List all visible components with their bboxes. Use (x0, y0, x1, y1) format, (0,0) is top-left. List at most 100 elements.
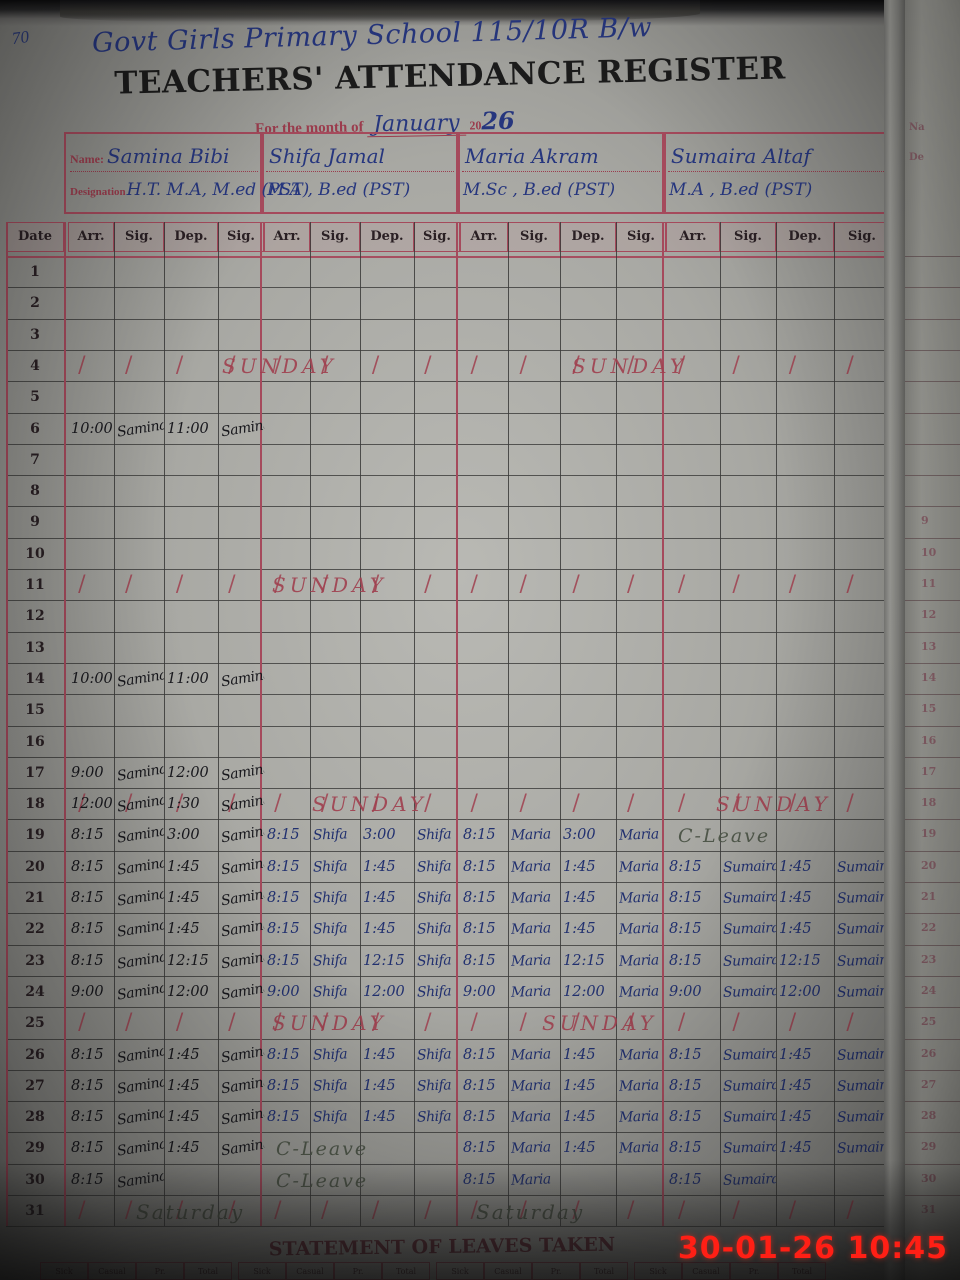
teacher-header-4: Sumaira Altaf M.A , B.ed (PST) (662, 132, 890, 214)
arrival-time-cell: 8:15 (71, 1141, 104, 1156)
teacher-name-field-2[interactable]: Shifa Jamal (266, 144, 454, 172)
holiday-slash: / (228, 1010, 236, 1036)
departure-time-cell: 1:45 (563, 922, 596, 937)
holiday-slash: / (125, 352, 133, 378)
signature-cell: Shifa (312, 827, 348, 843)
next-page-rule (905, 819, 960, 821)
signature-cell: Shifa (416, 827, 452, 843)
arrival-time-cell: 8:15 (463, 1110, 496, 1125)
departure-time-cell: 1:45 (779, 1141, 812, 1156)
holiday-slash: / (175, 572, 184, 597)
camera-timestamp: 30-01-26 10:45 (677, 1231, 948, 1266)
departure-time-cell: 1:45 (167, 1110, 200, 1125)
arrival-time-cell: 9:00 (267, 984, 300, 1000)
row-rule-0 (6, 256, 884, 258)
teacher-designation-field-3[interactable]: M.Sc , B.ed (PST) (462, 180, 662, 200)
arrival-time-cell: 8:15 (71, 891, 104, 906)
signature-cell: Sumaira (836, 983, 891, 1000)
signature-cell: Samina (116, 981, 165, 1003)
arrival-time-cell: 8:15 (463, 922, 496, 937)
row-rule-25 (6, 1038, 884, 1040)
signature-cell: Shifa (312, 1078, 348, 1094)
next-page-date-cell: 29 (921, 1140, 937, 1154)
signature-cell: Samina (116, 1137, 165, 1159)
departure-time-cell: 1:45 (779, 859, 812, 875)
next-page-rule (905, 475, 960, 477)
teacher-designation-field-2[interactable]: M.A , B.ed (PST) (266, 180, 456, 200)
holiday-label: SUNDAY (716, 792, 831, 817)
teacher-designation-field-1[interactable]: DesignationH.T. M.A, M.ed (PST) (70, 180, 309, 200)
teacher-designation-value-3: M.Sc , B.ed (PST) (463, 180, 616, 200)
next-page-date-cell: 20 (921, 858, 937, 872)
signature-cell: Shifa (416, 890, 452, 906)
arrival-time-cell: 8:15 (669, 891, 702, 906)
next-page-rule (905, 788, 960, 790)
departure-time-cell: 1:45 (167, 1047, 200, 1062)
teacher-name-field-1[interactable]: Name: Samina Bibi (70, 144, 258, 172)
col-rule-b2-1 (360, 222, 362, 1227)
signature-cell: Sumaira (722, 1046, 777, 1063)
holiday-slash: / (125, 1010, 133, 1036)
date-cell: 31 (25, 1203, 45, 1219)
arrival-time-cell: 8:15 (267, 1110, 300, 1125)
school-name: Govt Girls Primary School 115/10R B/w (91, 12, 653, 59)
arrival-time-cell: 8:15 (669, 922, 702, 937)
next-page-date-cell: 12 (921, 608, 937, 622)
next-page-date-cell: 13 (921, 639, 937, 653)
next-page-date-cell: 21 (921, 890, 937, 903)
col-rule-b4-2 (834, 222, 836, 1227)
row-rule-24 (6, 1007, 884, 1009)
signature-cell: Sumaira (722, 1077, 777, 1094)
holiday-slash: / (677, 1198, 686, 1223)
signature-cell: Maria (618, 984, 659, 1000)
holiday-slash: / (470, 1010, 478, 1036)
signature-cell: Maria (618, 1140, 659, 1157)
c-leave-note: C-Leave (678, 825, 771, 848)
holiday-slash: / (424, 1198, 432, 1223)
next-page-date-cell: 15 (921, 702, 937, 716)
holiday-slash: / (627, 572, 635, 597)
teacher-name-field-3[interactable]: Maria Akram (462, 144, 660, 172)
signature-cell: Maria (510, 1109, 551, 1125)
c-leave-note: C-Leave (276, 1138, 369, 1161)
arrival-time-cell: 8:15 (267, 828, 300, 843)
signature-cell: Sumaira (836, 1077, 891, 1094)
signature-cell: Samina (220, 856, 265, 877)
signature-cell: Shifa (312, 953, 348, 969)
holiday-slash: / (846, 1198, 854, 1223)
departure-time-cell: 11:00 (167, 421, 209, 436)
arrival-time-cell: 8:15 (463, 1047, 496, 1062)
next-page-rule (905, 631, 960, 633)
teacher-designation-field-4[interactable]: M.A , B.ed (PST) (668, 180, 886, 200)
signature-cell: Maria (510, 1140, 551, 1157)
holiday-slash: / (519, 352, 527, 378)
teacher-name-field-4[interactable]: Sumaira Altaf (668, 144, 884, 172)
arrival-time-cell: 8:15 (669, 1141, 702, 1156)
signature-cell: Sumaira (722, 921, 777, 938)
signature-cell: Samina (116, 918, 165, 940)
next-page-date-cell: 23 (921, 952, 937, 966)
c-leave-note: C-Leave (276, 1169, 369, 1192)
next-page-date-cell: 22 (921, 921, 937, 935)
arrival-time-cell: 8:15 (669, 1078, 702, 1094)
holiday-slash: / (321, 1198, 329, 1223)
departure-time-cell: 1:45 (779, 922, 812, 937)
teacher-header-3: Maria Akram M.Sc , B.ed (PST) (456, 132, 666, 214)
departure-time-cell: 1:45 (563, 1110, 596, 1125)
next-page-rule (905, 256, 960, 257)
column-header-dep-b4: Dep. (776, 222, 834, 252)
row-rule-11 (6, 600, 884, 602)
row-rule-3 (6, 349, 884, 351)
signature-cell: Samina (116, 1106, 165, 1128)
row-rule-12 (6, 631, 884, 633)
holiday-slash: / (175, 352, 184, 378)
arrival-time-cell: 8:15 (463, 1141, 496, 1156)
name-label: Name: (70, 152, 104, 166)
departure-time-cell: 1:45 (363, 891, 396, 906)
holiday-slash: / (519, 1010, 527, 1036)
departure-time-cell: 12:15 (563, 953, 605, 969)
teacher-designation-value-2: M.A , B.ed (PST) (267, 180, 411, 200)
signature-cell: Sumaira (722, 890, 777, 906)
holiday-slash: / (732, 352, 740, 378)
date-cell: 5 (30, 389, 40, 406)
